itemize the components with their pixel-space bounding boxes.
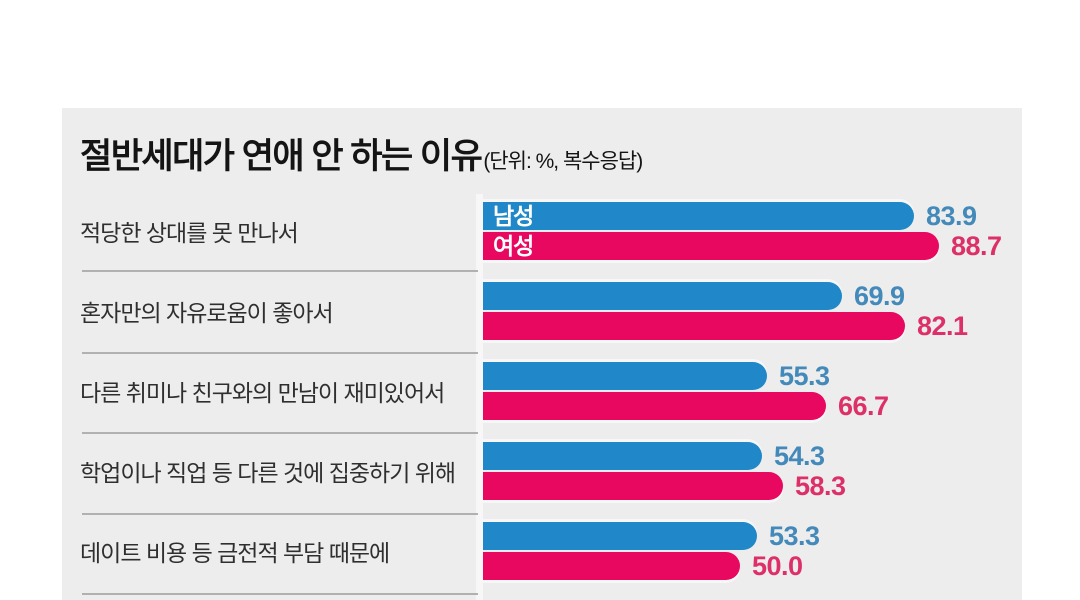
category-row: 혼자만의 자유로움이 좋아서 69.9 82.1 [62,281,1022,341]
male-bar: 54.3 [483,441,825,471]
female-bar: 50.0 [483,551,803,581]
female-bar: 여성 88.7 [483,231,1002,261]
chart-panel: 절반세대가 연애 안 하는 이유 (단위: %, 복수응답) 적당한 상대를 못… [62,108,1022,600]
category-label: 다른 취미나 친구와의 만남이 재미있어서 [80,380,445,406]
bar-pair: 54.3 58.3 [483,441,846,501]
female-value: 58.3 [795,471,846,501]
category-label: 적당한 상대를 못 만나서 [80,220,299,246]
female-value: 82.1 [917,311,968,341]
male-value: 55.3 [779,361,830,391]
category-label: 혼자만의 자유로움이 좋아서 [80,300,334,326]
category-row: 적당한 상대를 못 만나서 남성 83.9 여성 88.7 [62,201,1022,261]
female-value: 66.7 [838,391,889,421]
category-row: 데이트 비용 등 금전적 부담 때문에 53.3 50.0 [62,521,1022,581]
row-divider [82,513,478,515]
male-series-label: 남성 [493,203,534,229]
chart-title: 절반세대가 연애 안 하는 이유 [80,137,483,176]
category-label: 데이트 비용 등 금전적 부담 때문에 [80,540,390,566]
female-value: 50.0 [752,551,803,581]
male-bar: 55.3 [483,361,830,391]
axis-baseline [476,194,483,600]
female-bar: 58.3 [483,471,846,501]
male-value: 53.3 [769,521,820,551]
bar-pair: 남성 83.9 여성 88.7 [483,201,1002,261]
female-value: 88.7 [951,231,1002,261]
row-divider [82,352,478,354]
category-row: 학업이나 직업 등 다른 것에 집중하기 위해 54.3 58.3 [62,441,1022,501]
female-series-label: 여성 [493,233,534,259]
category-row: 다른 취미나 친구와의 만남이 재미있어서 55.3 66.7 [62,361,1022,421]
male-bar: 남성 83.9 [483,201,977,231]
chart-unit-note: (단위: %, 복수응답) [483,150,643,173]
row-divider [82,270,478,272]
bar-pair: 55.3 66.7 [483,361,889,421]
male-value: 54.3 [774,441,825,471]
bar-pair: 69.9 82.1 [483,281,968,341]
male-value: 83.9 [926,201,977,231]
male-bar: 69.9 [483,281,905,311]
category-label: 학업이나 직업 등 다른 것에 집중하기 위해 [80,460,456,486]
male-value: 69.9 [854,281,905,311]
male-bar: 53.3 [483,521,820,551]
row-divider [82,432,478,434]
bar-pair: 53.3 50.0 [483,521,820,581]
chart-header: 절반세대가 연애 안 하는 이유 (단위: %, 복수응답) [80,128,643,179]
female-bar: 82.1 [483,311,968,341]
row-divider [82,593,478,595]
female-bar: 66.7 [483,391,889,421]
